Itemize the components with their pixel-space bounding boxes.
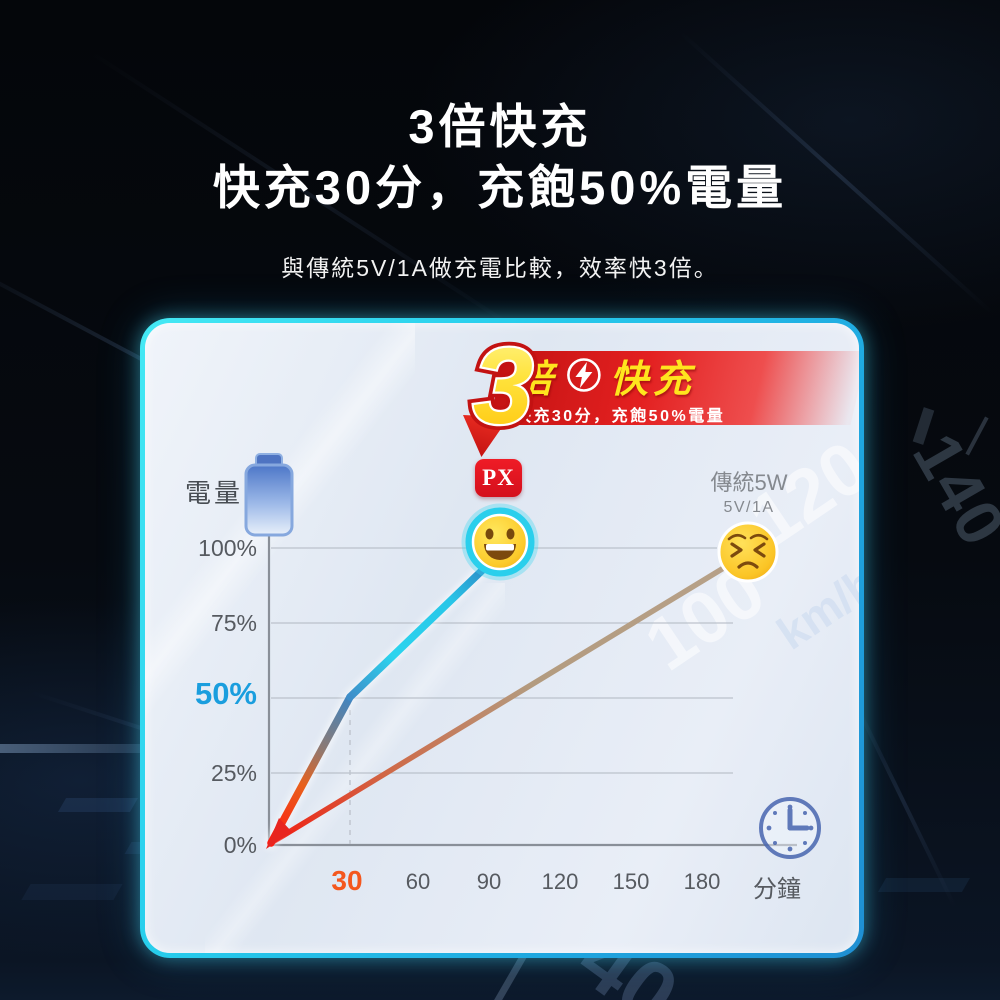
y-tick-75: 75% <box>210 610 257 636</box>
y-axis-title: 電量 <box>185 478 244 508</box>
x-tick-150: 150 <box>612 869 650 894</box>
bg-light-trail <box>21 884 123 900</box>
bg-light-trail <box>57 798 139 812</box>
chart-panel: 100 120 km/h 倍 快充 快充30分，充飽50%電量 <box>140 318 864 958</box>
traditional-series-label-line1: 傳統5W <box>710 470 788 495</box>
header: 3倍快充 快充30分，充飽50%電量 與傳統5V/1A做充電比較，效率快3倍。 <box>0 102 1000 283</box>
speedometer-tick <box>490 954 527 1000</box>
clock-icon <box>759 797 821 859</box>
px-logo-text: PX <box>482 465 515 490</box>
fast-line-segment-2 <box>346 556 497 701</box>
origin-arrowhead <box>266 818 292 849</box>
y-tick-25: 25% <box>210 760 257 786</box>
traditional-line <box>268 552 748 846</box>
grinning-face-emoji <box>461 503 539 581</box>
x-tick-120: 120 <box>541 869 579 894</box>
charge-chart-svg <box>244 453 821 859</box>
panel-background: 100 120 km/h 倍 快充 快充30分，充飽50%電量 <box>145 323 859 953</box>
ribbon-suffix-label: 快充 <box>609 358 696 401</box>
panel-reflection-streak <box>205 583 505 953</box>
x-tick-60: 60 <box>405 869 431 894</box>
x-tick-30-highlight: 30 <box>331 865 363 896</box>
big-multiplier-number: 3 3 <box>467 323 539 452</box>
grid-lines <box>271 547 733 774</box>
promo-ribbon: 倍 快充 快充30分，充飽50%電量 <box>488 351 859 425</box>
title-line-2: 快充30分，充飽50%電量 <box>212 161 788 215</box>
x-axis-unit: 分鐘 <box>753 876 801 903</box>
svg-text:3: 3 <box>473 325 533 446</box>
traditional-series-label: 傳統5W 5V/1A <box>697 465 801 517</box>
fast-line-segment-1 <box>267 693 354 847</box>
bg-light-streak <box>0 744 142 753</box>
traditional-series-label-line2: 5V/1A <box>723 499 775 516</box>
y-tick-0: 0% <box>223 832 257 858</box>
x-tick-180: 180 <box>683 869 721 894</box>
title-line-1: 3倍快充 <box>408 100 592 153</box>
bg-streak <box>848 691 958 909</box>
x-tick-90: 90 <box>476 869 502 894</box>
persevering-face-emoji <box>717 521 779 583</box>
px-brand-logo: PX <box>475 459 522 497</box>
battery-icon <box>244 453 294 537</box>
promo-ribbon-content: 倍 快充 快充30分，充飽50%電量 <box>497 351 859 426</box>
y-tick-50-highlight: 50% <box>194 676 257 711</box>
fast-line-glow <box>264 553 500 850</box>
subtitle: 與傳統5V/1A做充電比較，效率快3倍。 <box>281 254 719 281</box>
svg-text:3: 3 <box>473 325 533 446</box>
y-tick-100: 100% <box>198 535 257 561</box>
lightning-bolt-icon <box>567 358 601 392</box>
bg-light-trail <box>877 878 971 892</box>
